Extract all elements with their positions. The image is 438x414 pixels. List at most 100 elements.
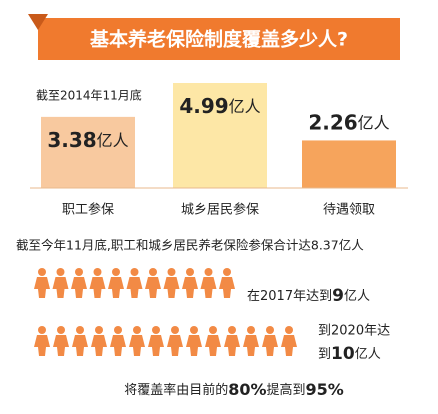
banner-fold: [28, 14, 48, 30]
bar: [173, 83, 267, 188]
person-icon: [126, 268, 143, 298]
target-2020-line1: 到2020年达: [318, 324, 390, 339]
icon-head: [56, 268, 65, 276]
icon-body: [148, 335, 164, 356]
person-icon: [205, 326, 221, 356]
target-unit: 亿人: [344, 289, 370, 304]
icon-body: [71, 277, 87, 298]
target-unit: 亿人: [355, 347, 381, 362]
person-icon: [52, 268, 69, 298]
title-banner: [38, 18, 400, 60]
coverage-prefix: 将覆盖率由目前的: [124, 382, 228, 398]
coverage-to: 95%: [306, 380, 344, 399]
person-icon: [200, 268, 217, 298]
value-unit: 亿人: [358, 113, 390, 132]
value-label: 2.26亿人: [308, 110, 389, 134]
icon-body: [89, 277, 106, 298]
icon-head: [223, 268, 231, 276]
icon-body: [219, 277, 235, 298]
icon-head: [167, 268, 176, 276]
coverage: 将覆盖率由目前的80%提高到95%: [124, 380, 344, 399]
icon-body: [186, 335, 202, 356]
icon-head: [93, 268, 102, 276]
person-icon: [243, 326, 259, 356]
x-tick-label: 待遇领取: [323, 203, 375, 218]
icon-body: [72, 335, 88, 356]
summary: 截至今年11月底,职工和城乡居民养老保险参保合计达8.37亿人: [16, 238, 364, 253]
person-icon: [129, 326, 145, 356]
icon-head: [38, 326, 46, 334]
icon-body: [200, 277, 217, 298]
icon-head: [152, 326, 160, 334]
icon-body: [52, 277, 69, 298]
icon-head: [285, 326, 293, 334]
icon-body: [163, 277, 180, 298]
icon-body: [129, 335, 145, 356]
icon-body: [281, 335, 297, 356]
coverage-middle: 提高到: [267, 382, 306, 398]
bar: [41, 116, 135, 188]
icon-body: [145, 277, 161, 298]
target-2020-line2: 到10亿人: [318, 344, 381, 364]
target-2017: 在2017年达到9亿人: [247, 286, 370, 306]
target-prefix: 在2017年达到: [247, 289, 332, 304]
icon-head: [204, 268, 213, 276]
person-icon: [110, 326, 126, 356]
icon-body: [34, 335, 50, 356]
target-number: 10: [331, 344, 355, 364]
person-icon: [34, 326, 50, 356]
person-icon: [219, 268, 235, 298]
icon-body: [205, 335, 221, 356]
person-icon: [91, 326, 107, 356]
person-icon: [72, 326, 88, 356]
icon-head: [112, 268, 120, 276]
icon-body: [167, 335, 183, 356]
icon-body: [108, 277, 124, 298]
value-label: 4.99亿人: [179, 94, 260, 118]
icon-head: [57, 326, 65, 334]
value-label: 3.38亿人: [47, 127, 128, 151]
icon-head: [209, 326, 217, 334]
icon-body: [224, 335, 240, 356]
icon-head: [186, 268, 194, 276]
person-icon: [71, 268, 87, 298]
target-number: 9: [332, 286, 344, 306]
icon-head: [149, 268, 157, 276]
icon-body: [126, 277, 143, 298]
person-icon: [108, 268, 124, 298]
icon-head: [75, 268, 83, 276]
icon-body: [110, 335, 126, 356]
chart-title: 基本养老保险制度覆盖多少人?: [89, 28, 348, 51]
icon-head: [114, 326, 122, 334]
x-tick-label: 职工参保: [62, 202, 114, 218]
person-icon: [224, 326, 240, 356]
icon-head: [171, 326, 179, 334]
icon-body: [243, 335, 259, 356]
icon-head: [76, 326, 84, 334]
icon-body: [182, 277, 198, 298]
icon-head: [247, 326, 255, 334]
value-unit: 亿人: [229, 97, 261, 116]
icon-body: [262, 335, 278, 356]
icon-head: [133, 326, 141, 334]
target-prefix: 到: [318, 347, 331, 362]
x-tick-label: 城乡居民参保: [181, 202, 259, 218]
person-icon: [186, 326, 202, 356]
person-icon: [163, 268, 180, 298]
person-icon: [148, 326, 164, 356]
icon-body: [34, 277, 50, 298]
person-icon: [182, 268, 198, 298]
value-number: 2.26: [308, 110, 357, 134]
bar: [302, 140, 396, 188]
note: 截至2014年11月底: [36, 88, 142, 103]
value-unit: 亿人: [97, 130, 129, 149]
person-icon: [167, 326, 183, 356]
icon-head: [130, 268, 139, 276]
value-number: 3.38: [47, 127, 96, 151]
icon-head: [190, 326, 198, 334]
icon-head: [38, 268, 46, 276]
person-icon: [34, 268, 50, 298]
icon-body: [53, 335, 69, 356]
